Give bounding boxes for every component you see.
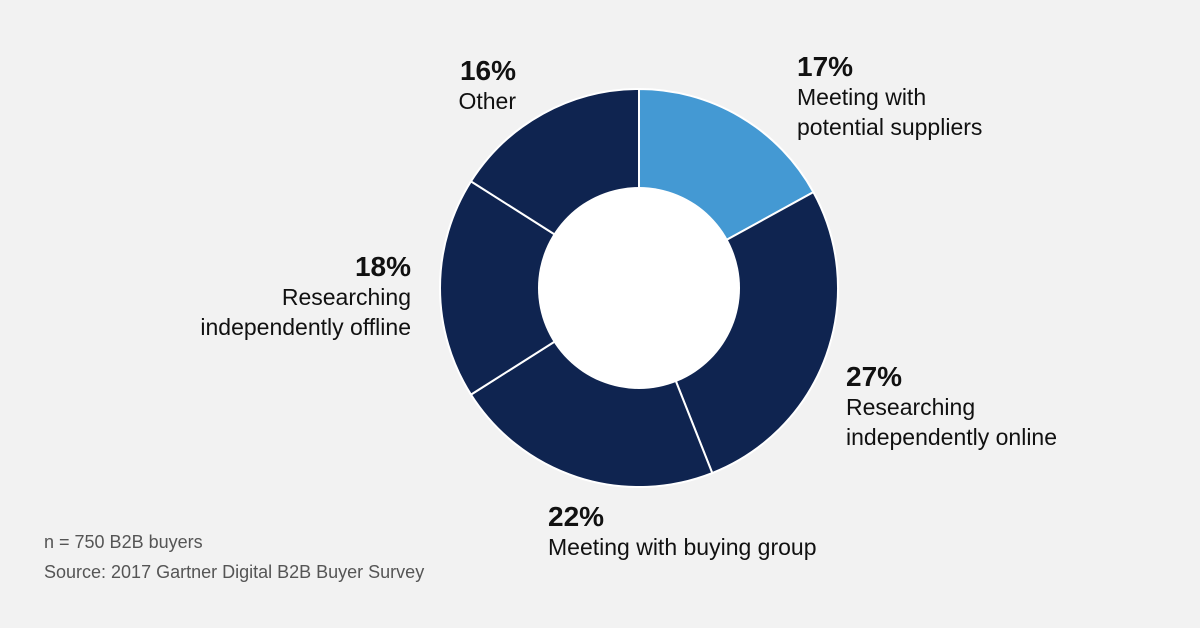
slice-text-line: Researching bbox=[281, 284, 411, 310]
slice-text-line: Meeting with bbox=[797, 84, 927, 110]
slice-text-line: Researching bbox=[846, 394, 976, 420]
source-note: Source: 2017 Gartner Digital B2B Buyer S… bbox=[44, 562, 425, 582]
slice-percent: 17% bbox=[797, 51, 854, 82]
donut-hole bbox=[538, 187, 740, 389]
slice-label-researching-offline: 18% Researching independently offline bbox=[200, 252, 411, 342]
slice-percent: 22% bbox=[548, 501, 605, 532]
slice-label-meeting-buying-group: 22% Meeting with buying group bbox=[548, 502, 817, 562]
sample-size-note: n = 750 B2B buyers bbox=[44, 532, 203, 552]
slice-text-line: potential suppliers bbox=[797, 114, 983, 140]
slice-text-line: Meeting with buying group bbox=[548, 534, 817, 560]
slice-label-meeting-potential-suppliers: 17% Meeting with potential suppliers bbox=[797, 52, 982, 142]
slice-percent: 18% bbox=[354, 251, 411, 282]
slice-label-researching-online: 27% Researching independently online bbox=[846, 362, 1057, 452]
slice-label-other: 16% Other bbox=[458, 56, 516, 116]
slice-text-line: independently online bbox=[846, 424, 1058, 450]
slice-percent: 27% bbox=[846, 361, 903, 392]
slice-text-line: Other bbox=[458, 88, 516, 114]
slice-text-line: independently offline bbox=[200, 314, 411, 340]
slice-percent: 16% bbox=[459, 55, 516, 86]
